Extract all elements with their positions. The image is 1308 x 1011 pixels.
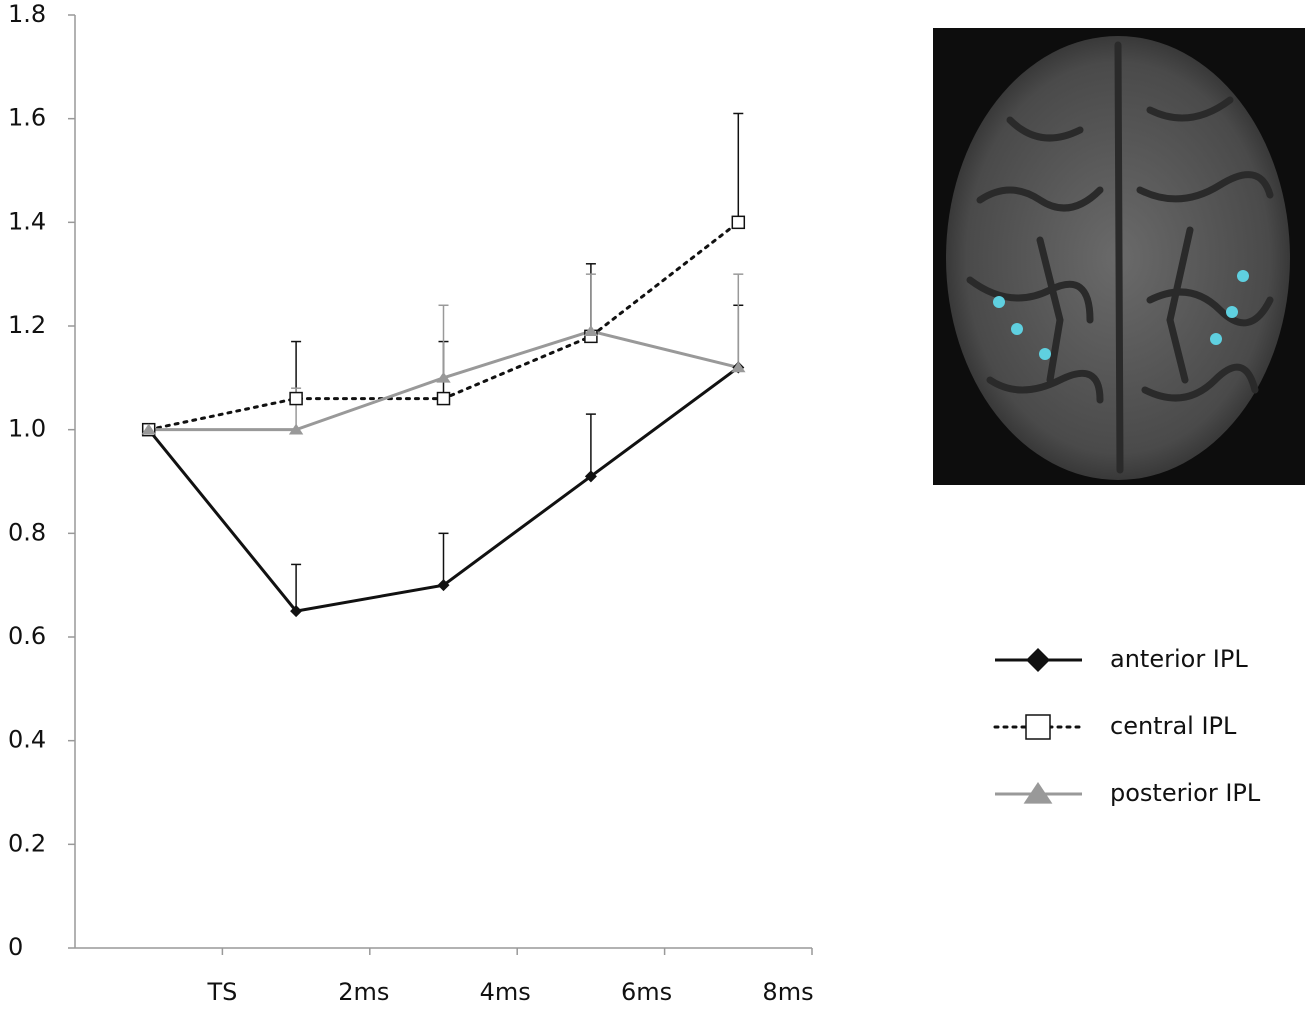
y-tick-label: 1.6 (8, 104, 46, 132)
chart: 0 0.2 0.4 0.6 0.8 1.0 1.2 1.4 1.6 1.8 TS 2ms 4ms 6ms 8… (0, 0, 1308, 1011)
legend-marker (1026, 715, 1050, 739)
y-tick-label: 0.8 (8, 518, 46, 546)
y-tick-label: 1.0 (8, 415, 46, 443)
point (732, 216, 744, 228)
legend-label: anterior IPL (1110, 645, 1248, 673)
x-tick-label: 8ms (762, 978, 813, 1006)
x-tick-label: TS (206, 978, 237, 1006)
y-tick-label: 1.8 (8, 0, 46, 28)
y-tick-label: 1.4 (8, 207, 46, 235)
y-tick-label: 0.6 (8, 622, 46, 650)
x-tick-label: 4ms (480, 978, 531, 1006)
point (290, 393, 302, 405)
y-tick-label: 1.2 (8, 311, 46, 339)
y-tick-label: 0.4 (8, 726, 46, 754)
legend-label: posterior IPL (1110, 779, 1261, 807)
point (438, 393, 450, 405)
brain-image (933, 28, 1305, 485)
legend-label: central IPL (1110, 712, 1237, 740)
x-tick-label: 2ms (338, 978, 389, 1006)
x-tick-label: 6ms (621, 978, 672, 1006)
y-tick-label: 0 (8, 933, 23, 961)
y-tick-label: 0.2 (8, 829, 46, 857)
legend-marker (1026, 648, 1050, 672)
